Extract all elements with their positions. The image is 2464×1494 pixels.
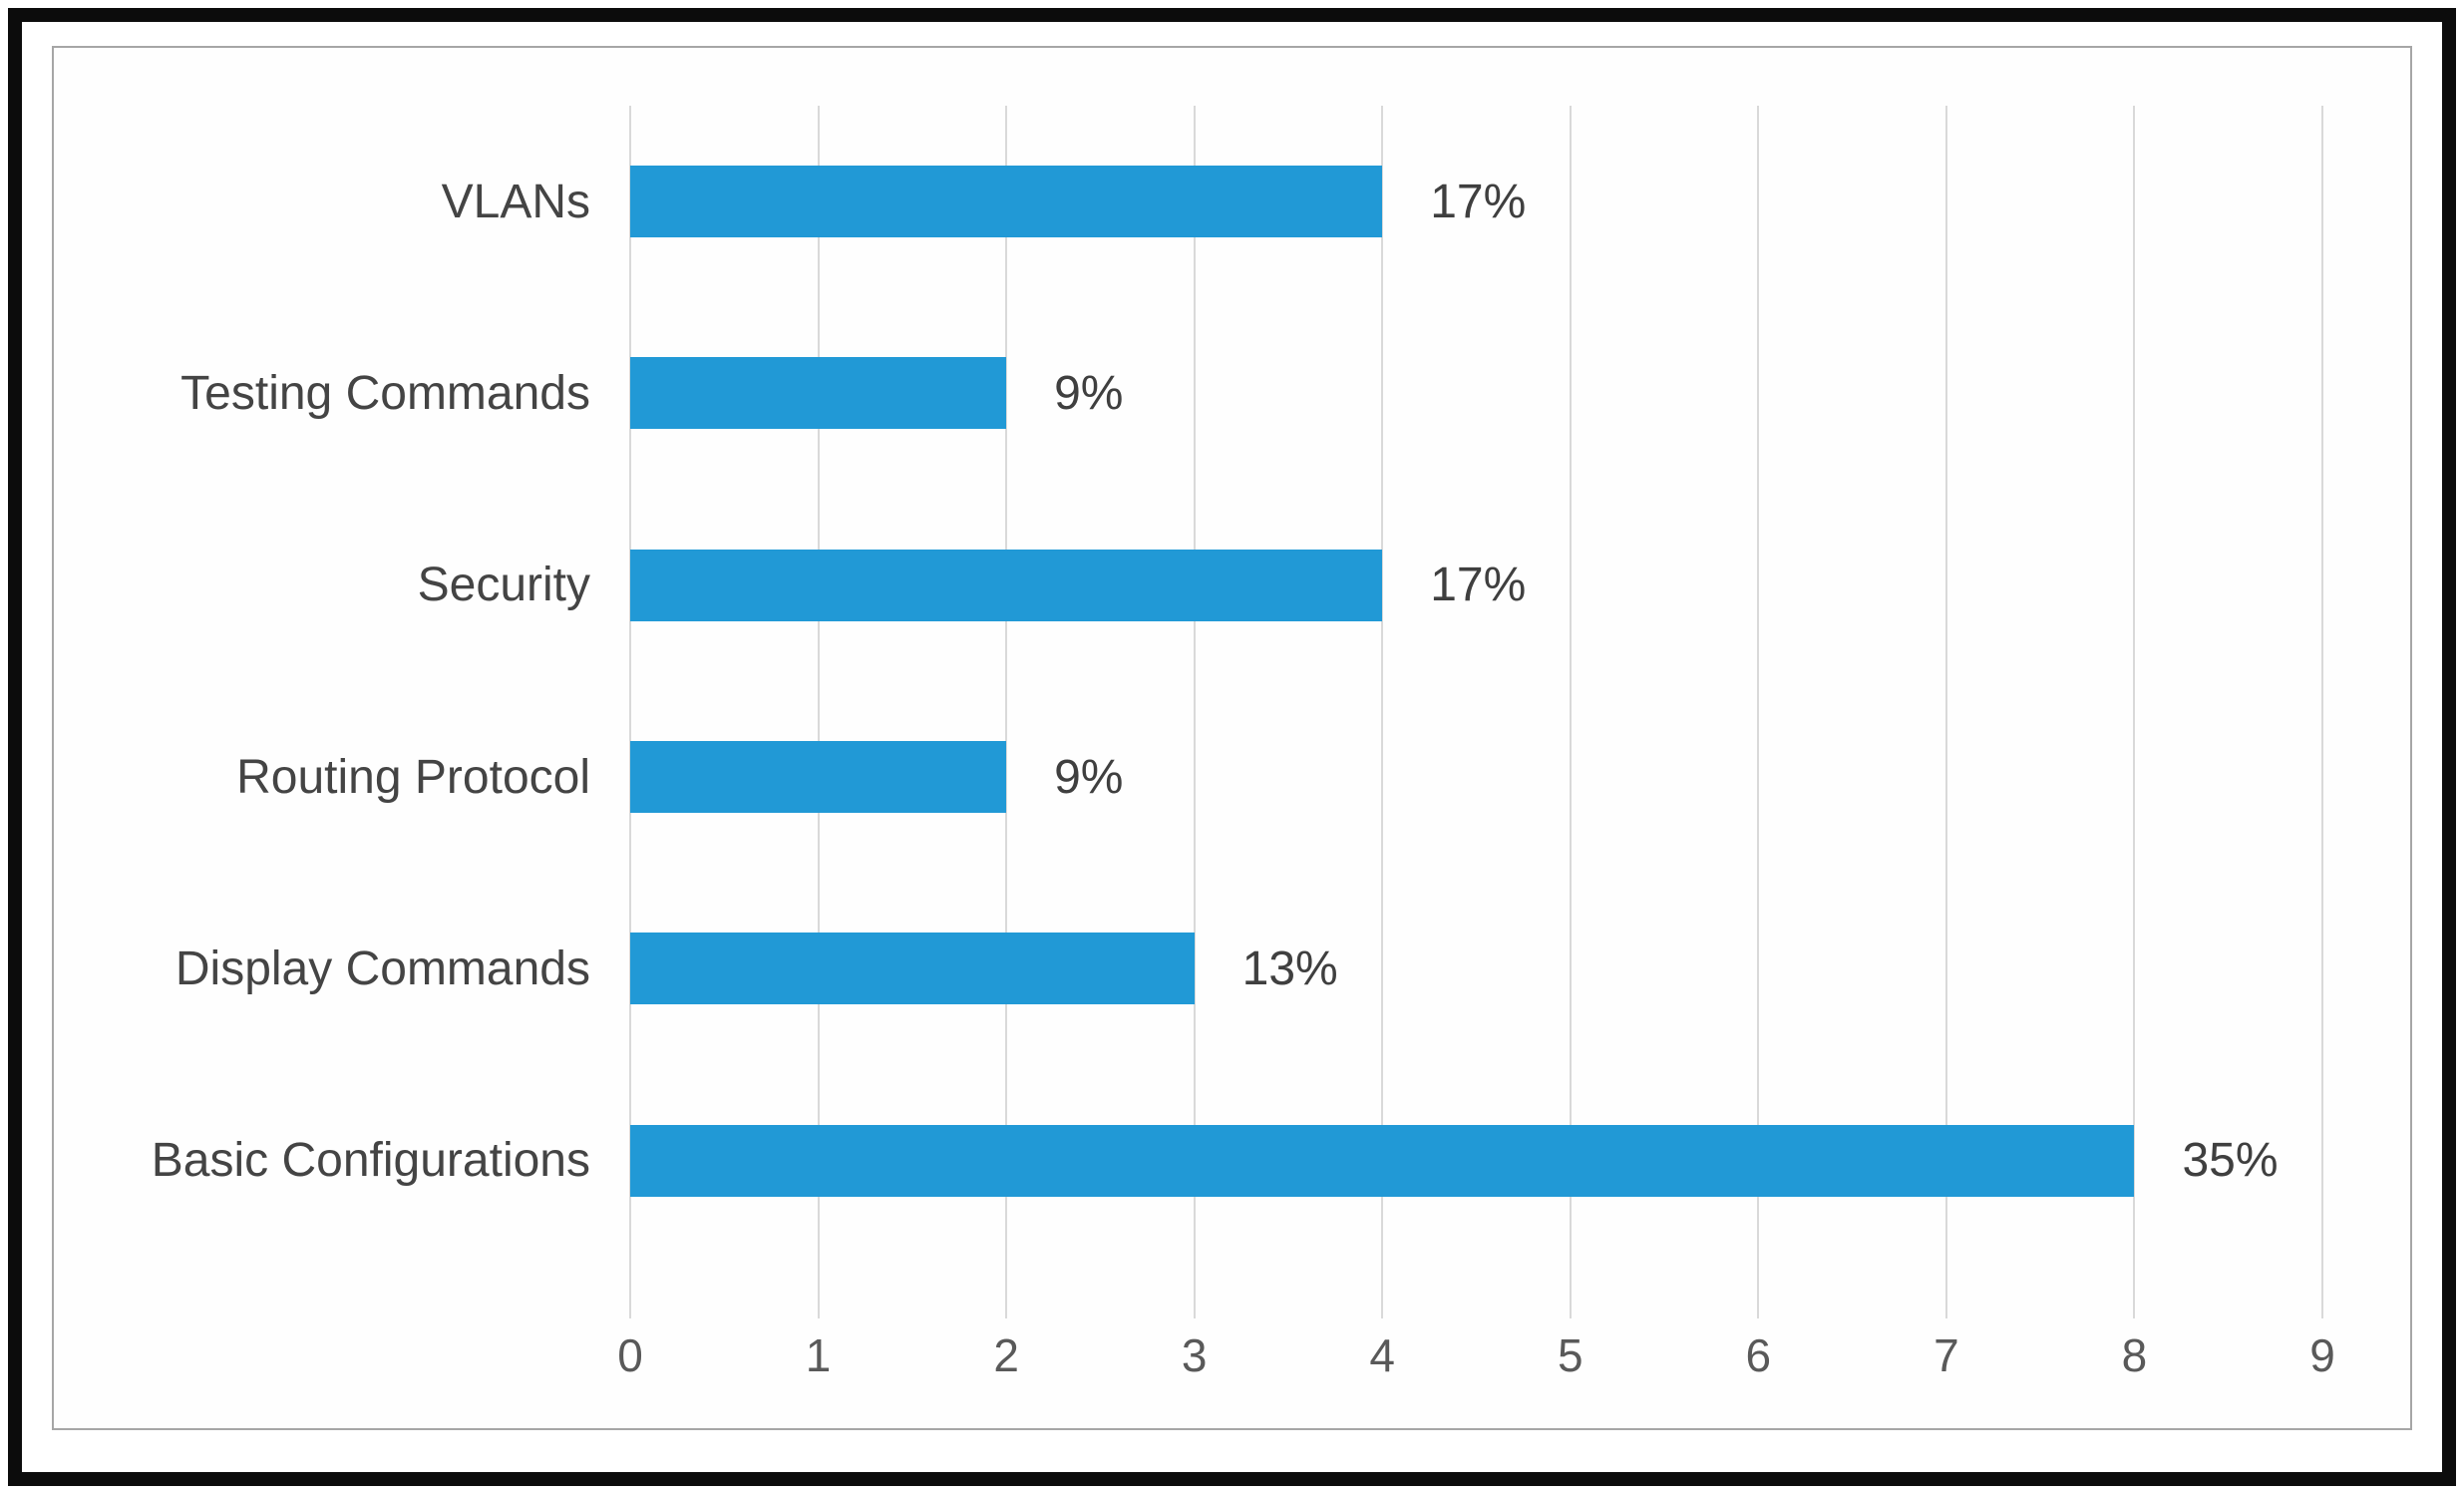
gridline [1381, 106, 1384, 1318]
bar [630, 933, 1195, 1005]
bar-row: Display Commands 13% [92, 873, 2322, 1064]
bar-track: 35% [630, 1065, 2322, 1257]
bar-row: Basic Configurations 35% [92, 1065, 2322, 1257]
gridline [1944, 106, 1947, 1318]
category-label: VLANs [441, 175, 590, 228]
plot-area: VLANs 17% Testing Commands 9% Security 17% Rou… [92, 106, 2323, 1318]
bar-track: 9% [630, 681, 2322, 873]
x-tick-label: 6 [1745, 1329, 1772, 1381]
bar-track: 13% [630, 873, 2322, 1064]
value-label: 9% [1054, 366, 1124, 420]
category-label: Security [417, 559, 590, 612]
bar-track: 17% [630, 106, 2322, 297]
gridline [1757, 106, 1760, 1318]
category-label: Testing Commands [180, 366, 590, 420]
x-tick-label: 2 [993, 1329, 1019, 1381]
x-tick-label: 8 [2121, 1329, 2148, 1381]
value-label: 9% [1054, 750, 1124, 804]
bar [630, 1124, 2135, 1197]
bar-track: 9% [630, 297, 2322, 489]
category-label: Routing Protocol [236, 750, 590, 804]
bar-track: 17% [630, 490, 2322, 681]
category-label: Basic Configurations [151, 1134, 590, 1188]
gridline [2133, 106, 2136, 1318]
bar-row: Testing Commands 9% [92, 297, 2322, 489]
bar [630, 741, 1007, 814]
gridline [629, 106, 631, 1318]
gridline [817, 106, 820, 1318]
value-label: 13% [1241, 941, 1338, 995]
gridline [1193, 106, 1196, 1318]
value-label: 17% [1430, 559, 1527, 612]
bar-row: Security 17% [92, 490, 2322, 681]
gridlines [629, 106, 2323, 1318]
x-tick-label: 0 [617, 1329, 643, 1381]
bar [630, 549, 1383, 621]
bar-chart: VLANs 17% Testing Commands 9% Security 17% Rou… [92, 106, 2335, 1414]
x-tick-label: 7 [1934, 1329, 1959, 1381]
bar-row: VLANs 17% [92, 106, 2322, 297]
x-tick-label: 9 [2309, 1329, 2335, 1381]
bar [630, 166, 1383, 238]
x-tick-label: 4 [1369, 1329, 1396, 1381]
x-tick-label: 3 [1181, 1329, 1208, 1381]
gridline [2321, 106, 2323, 1318]
chart-frame: VLANs 17% Testing Commands 9% Security 17% Rou… [52, 46, 2412, 1430]
x-axis: 0 1 2 3 4 5 6 7 8 9 [617, 1257, 2335, 1414]
gridline [1005, 106, 1008, 1318]
category-label: Display Commands [175, 941, 590, 995]
value-label: 17% [1430, 175, 1527, 228]
gridline [1569, 106, 1572, 1318]
bar-row: Routing Protocol 9% [92, 681, 2322, 873]
plot-rows: VLANs 17% Testing Commands 9% Security 17% Rou… [92, 106, 2322, 1257]
outer-border-box: VLANs 17% Testing Commands 9% Security 17% Rou… [8, 8, 2456, 1486]
x-tick-label: 5 [1557, 1329, 1584, 1381]
bar [630, 357, 1007, 430]
x-tick-label: 1 [805, 1329, 832, 1381]
value-label: 35% [2182, 1134, 2279, 1188]
